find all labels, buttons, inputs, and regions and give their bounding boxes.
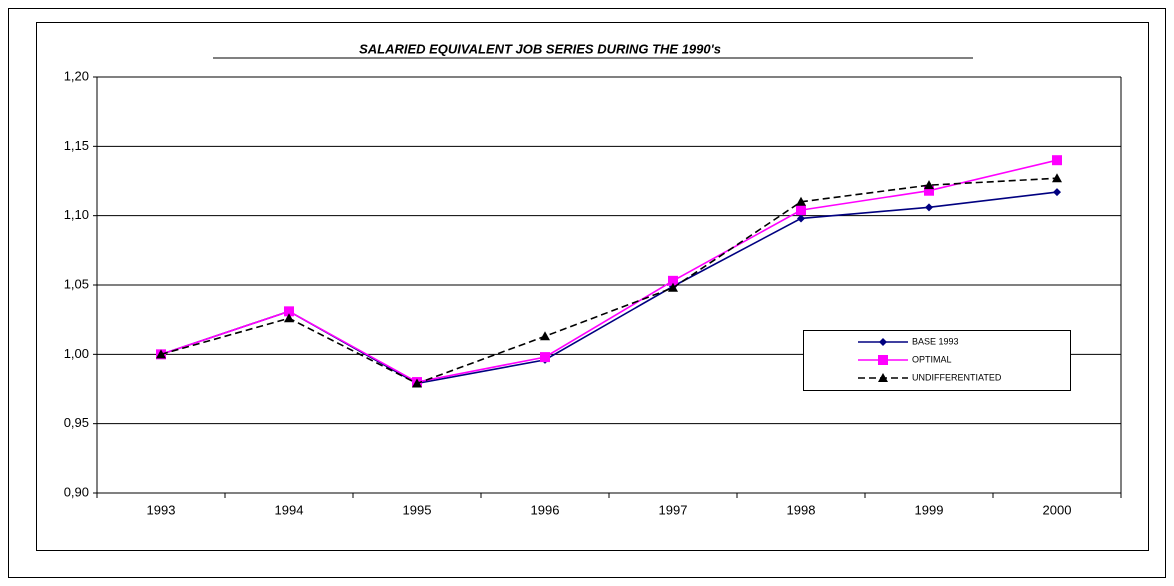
- series-line: [160, 159, 1058, 383]
- marker: [878, 373, 888, 382]
- y-tick-label: 1,15: [64, 138, 89, 153]
- x-tick-label: 1998: [787, 502, 816, 517]
- marker: [796, 196, 806, 206]
- legend-label: UNDIFFERENTIATED: [912, 372, 1002, 382]
- marker: [668, 282, 678, 292]
- x-tick-label: 1993: [147, 502, 176, 517]
- chart-title: SALARIED EQUIVALENT JOB SERIES DURING TH…: [359, 41, 721, 56]
- marker: [540, 352, 550, 363]
- marker: [412, 378, 422, 388]
- marker: [1053, 188, 1061, 197]
- y-tick-label: 1,00: [64, 346, 89, 361]
- marker: [924, 185, 934, 196]
- marker: [796, 205, 806, 216]
- marker: [156, 349, 166, 359]
- x-tick-label: 1996: [531, 502, 560, 517]
- x-tick-label: 1997: [659, 502, 688, 517]
- y-tick-label: 1,10: [64, 207, 89, 222]
- y-tick-label: 1,05: [64, 276, 89, 291]
- legend-box: [803, 330, 1071, 391]
- marker: [924, 180, 934, 190]
- y-tick-label: 0,95: [64, 415, 89, 430]
- x-tick-label: 1995: [403, 502, 432, 517]
- y-tick-label: 1,20: [64, 68, 89, 83]
- marker: [879, 338, 887, 346]
- legend-label: OPTIMAL: [912, 354, 952, 364]
- marker: [925, 203, 933, 212]
- marker: [1052, 155, 1062, 166]
- chart-area: [36, 22, 1149, 551]
- x-tick-label: 2000: [1043, 502, 1072, 517]
- marker: [878, 355, 888, 365]
- legend-label: BASE 1993: [912, 336, 959, 346]
- marker: [1052, 173, 1062, 183]
- marker: [797, 214, 805, 223]
- marker: [284, 313, 294, 323]
- marker: [540, 331, 550, 341]
- series-line: [160, 177, 1058, 385]
- x-tick-label: 1994: [275, 502, 304, 517]
- marker: [668, 275, 678, 286]
- marker: [284, 306, 294, 317]
- y-tick-label: 0,90: [64, 484, 89, 499]
- x-tick-label: 1999: [915, 502, 944, 517]
